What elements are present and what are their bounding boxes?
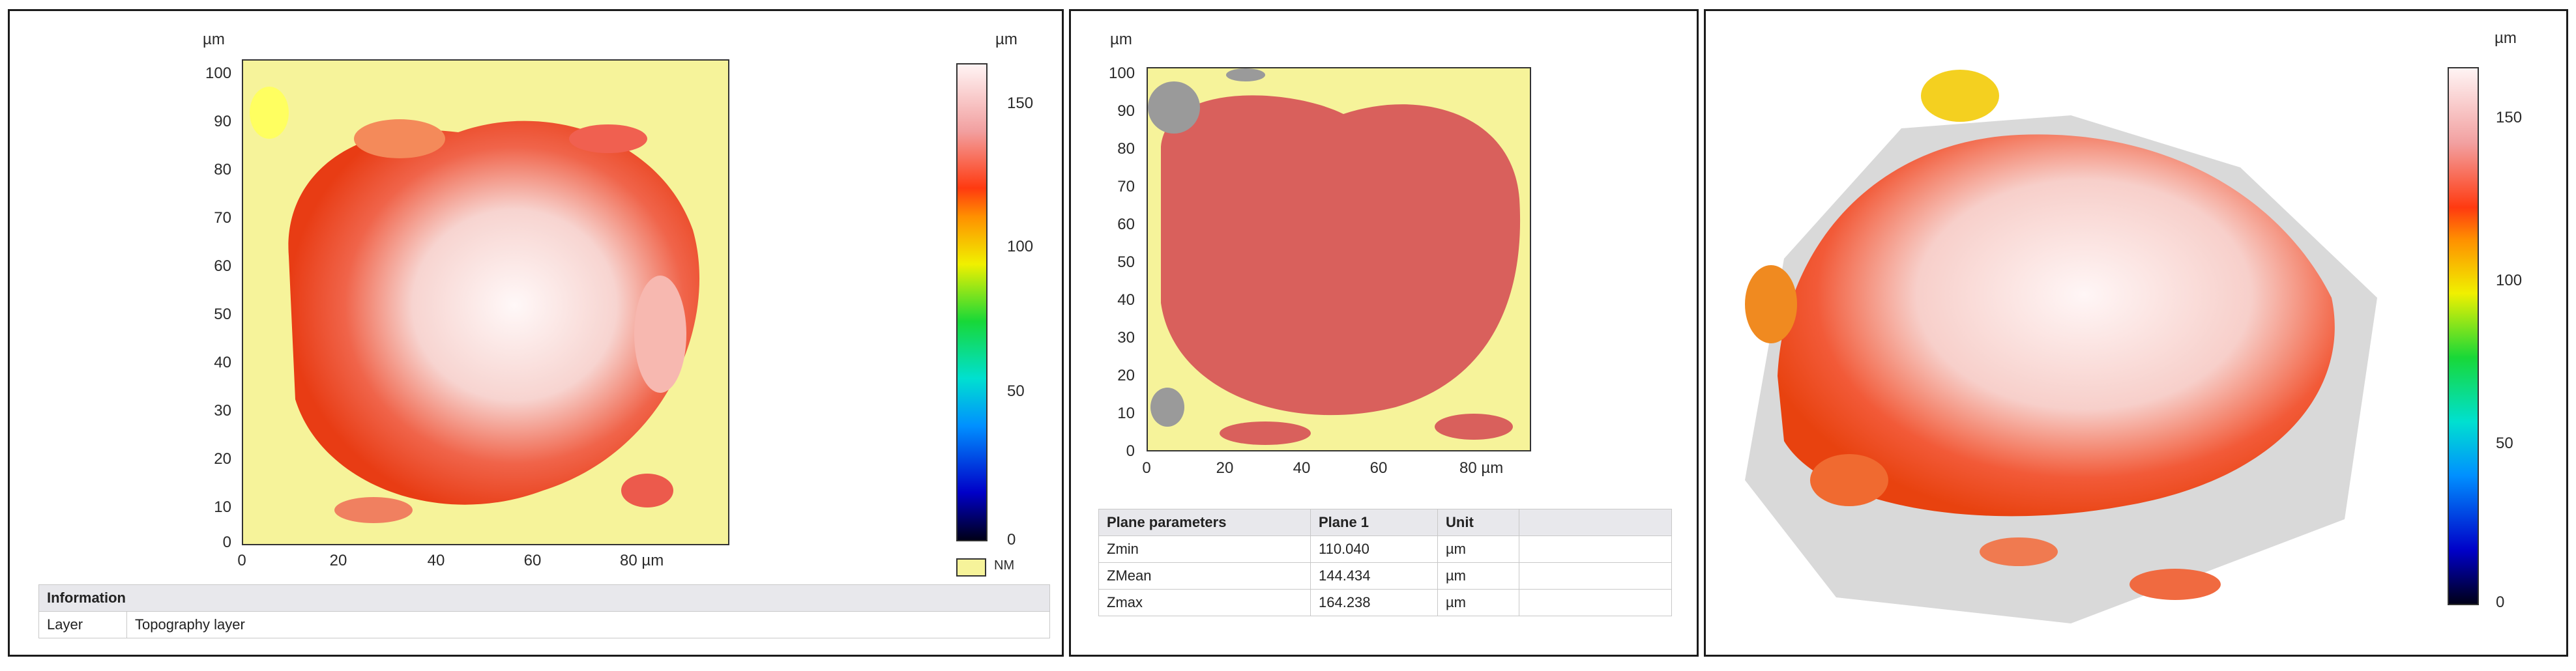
colorbar-tick: 150: [1007, 94, 1034, 112]
y-tick: 50: [1117, 253, 1135, 271]
param-value: 110.040: [1310, 535, 1438, 563]
plane-panel: µm 100 90 80 70 60 50 40 30 20 10 0 0 20…: [1069, 9, 1699, 657]
x-tick: 40: [1293, 459, 1311, 477]
table-row: Zmax 164.238 µm: [1098, 589, 1672, 616]
y-tick: 10: [214, 498, 231, 516]
x-tick: 0: [1142, 459, 1151, 477]
plane-parameters-table: Plane parameters Plane 1 Unit Zmin 110.0…: [1098, 509, 1672, 616]
y-tick: 0: [1126, 442, 1135, 460]
y-tick: 0: [222, 534, 231, 551]
information-title: Information: [38, 584, 1050, 612]
table-row: Zmin 110.040 µm: [1098, 535, 1672, 563]
y-tick: 100: [1109, 64, 1135, 82]
param-unit: µm: [1437, 535, 1519, 563]
header-spacer: [1519, 509, 1672, 536]
colorbar-tick: 100: [2496, 272, 2523, 289]
x-tick: 60: [1369, 459, 1388, 477]
y-tick: 70: [1117, 178, 1135, 195]
x-tick: 80 µm: [620, 552, 664, 569]
y-unit-label: µm: [1110, 31, 1132, 48]
colorbar-tick: 150: [2496, 109, 2523, 126]
x-tick: 80 µm: [1459, 459, 1504, 477]
y-tick: 90: [1117, 102, 1135, 120]
x-tick: 20: [329, 552, 347, 569]
plane-image: [1147, 67, 1531, 451]
y-tick: 20: [214, 450, 231, 468]
header-plane-1: Plane 1: [1310, 509, 1438, 536]
param-unit: µm: [1437, 562, 1519, 590]
y-tick: 60: [1117, 216, 1135, 233]
param-unit: µm: [1437, 589, 1519, 616]
y-tick: 40: [1117, 291, 1135, 309]
colorbar: [956, 63, 988, 541]
x-tick: 20: [1216, 459, 1234, 477]
colorbar: [2448, 67, 2479, 605]
x-tick: 40: [427, 552, 445, 569]
nm-swatch: [956, 558, 986, 577]
y-tick: 10: [1117, 405, 1135, 422]
y-tick: 30: [214, 402, 231, 420]
info-value: Topography layer: [126, 611, 1050, 638]
y-tick: 80: [214, 161, 231, 178]
information-table: Information Layer Topography layer: [38, 584, 1050, 638]
3d-view-panel: µm 150 100 50 0: [1704, 9, 2568, 657]
param-value: 164.238: [1310, 589, 1438, 616]
param-name: ZMean: [1098, 562, 1311, 590]
colorbar-tick: 100: [1007, 238, 1034, 255]
header-plane-parameters: Plane parameters: [1098, 509, 1311, 536]
colorbar-tick: 50: [1007, 382, 1025, 400]
y-tick: 20: [1117, 367, 1135, 384]
table-row: ZMean 144.434 µm: [1098, 562, 1672, 590]
y-tick: 80: [1117, 140, 1135, 158]
colorbar-tick: 50: [2496, 435, 2513, 452]
colorbar-tick: 0: [1007, 531, 1016, 549]
colorbar-tick: 0: [2496, 593, 2505, 611]
y-tick: 30: [1117, 329, 1135, 347]
topography-image: [242, 59, 729, 545]
y-tick: 40: [214, 354, 231, 371]
x-tick: 0: [237, 552, 246, 569]
y-unit-label: µm: [203, 31, 225, 48]
topography-surface: [243, 61, 728, 544]
y-tick: 70: [214, 209, 231, 227]
colorbar-unit-label: µm: [2495, 29, 2517, 47]
header-unit: Unit: [1437, 509, 1519, 536]
3d-surface: [1745, 70, 2377, 623]
x-tick: 60: [523, 552, 542, 569]
info-key: Layer: [38, 611, 127, 638]
param-name: Zmax: [1098, 589, 1311, 616]
colorbar-unit-label: µm: [995, 31, 1017, 48]
param-name: Zmin: [1098, 535, 1311, 563]
y-tick: 60: [214, 257, 231, 275]
y-tick: 50: [214, 306, 231, 323]
y-tick: 90: [214, 113, 231, 130]
topography-panel: µm 100 90 80 70 60 50 40 30 20 10 0: [8, 9, 1064, 657]
plane-surface: [1148, 68, 1530, 450]
y-tick: 100: [205, 64, 232, 82]
param-value: 144.434: [1310, 562, 1438, 590]
nm-label: NM: [994, 558, 1015, 573]
